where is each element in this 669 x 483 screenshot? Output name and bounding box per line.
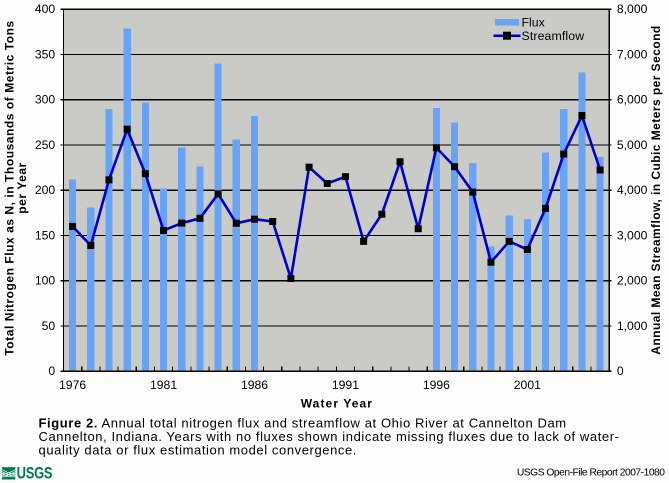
svg-text:7,000: 7,000 (617, 47, 648, 61)
svg-text:1,000: 1,000 (617, 319, 648, 333)
svg-text:Figure 2. Annual total nitroge: Figure 2. Annual total nitrogen flux and… (39, 416, 567, 431)
svg-text:2001: 2001 (514, 378, 541, 392)
svg-text:USGS Open-File Report 2007-108: USGS Open-File Report 2007-1080 (517, 468, 665, 479)
svg-text:150: 150 (35, 228, 56, 242)
svg-text:Total Nitrogen Flux as N, in T: Total Nitrogen Flux as N, in Thousands o… (3, 20, 17, 355)
svg-text:250: 250 (35, 138, 56, 152)
svg-text:quality data or flux estimatio: quality data or flux estimation model co… (39, 443, 358, 458)
svg-text:6,000: 6,000 (617, 93, 648, 107)
svg-text:4,000: 4,000 (617, 183, 648, 197)
svg-text:8,000: 8,000 (617, 2, 648, 16)
svg-text:300: 300 (35, 93, 56, 107)
svg-text:50: 50 (42, 319, 56, 333)
svg-text:Streamflow: Streamflow (522, 29, 585, 43)
svg-text:Cannelton, Indiana. Years with: Cannelton, Indiana. Years with no fluxes… (39, 429, 620, 444)
svg-text:Annual Mean Streamflow, in Cub: Annual Mean Streamflow, in Cubic Meters … (649, 25, 663, 354)
svg-text:1981: 1981 (150, 378, 177, 392)
svg-text:350: 350 (35, 47, 56, 61)
svg-text:1996: 1996 (423, 378, 450, 392)
svg-text:5,000: 5,000 (617, 138, 648, 152)
svg-text:per Year: per Year (15, 162, 29, 214)
svg-text:Water Year: Water Year (301, 396, 373, 410)
svg-text:0: 0 (48, 364, 55, 378)
svg-text:2,000: 2,000 (617, 274, 648, 288)
svg-text:100: 100 (35, 274, 56, 288)
svg-text:USGS: USGS (17, 465, 53, 483)
svg-text:Flux: Flux (522, 15, 546, 29)
svg-text:0: 0 (617, 364, 624, 378)
svg-text:200: 200 (35, 183, 56, 197)
svg-text:3,000: 3,000 (617, 228, 648, 242)
svg-text:400: 400 (35, 2, 56, 16)
svg-text:1976: 1976 (59, 378, 86, 392)
svg-text:1991: 1991 (332, 378, 359, 392)
svg-text:1986: 1986 (241, 378, 268, 392)
